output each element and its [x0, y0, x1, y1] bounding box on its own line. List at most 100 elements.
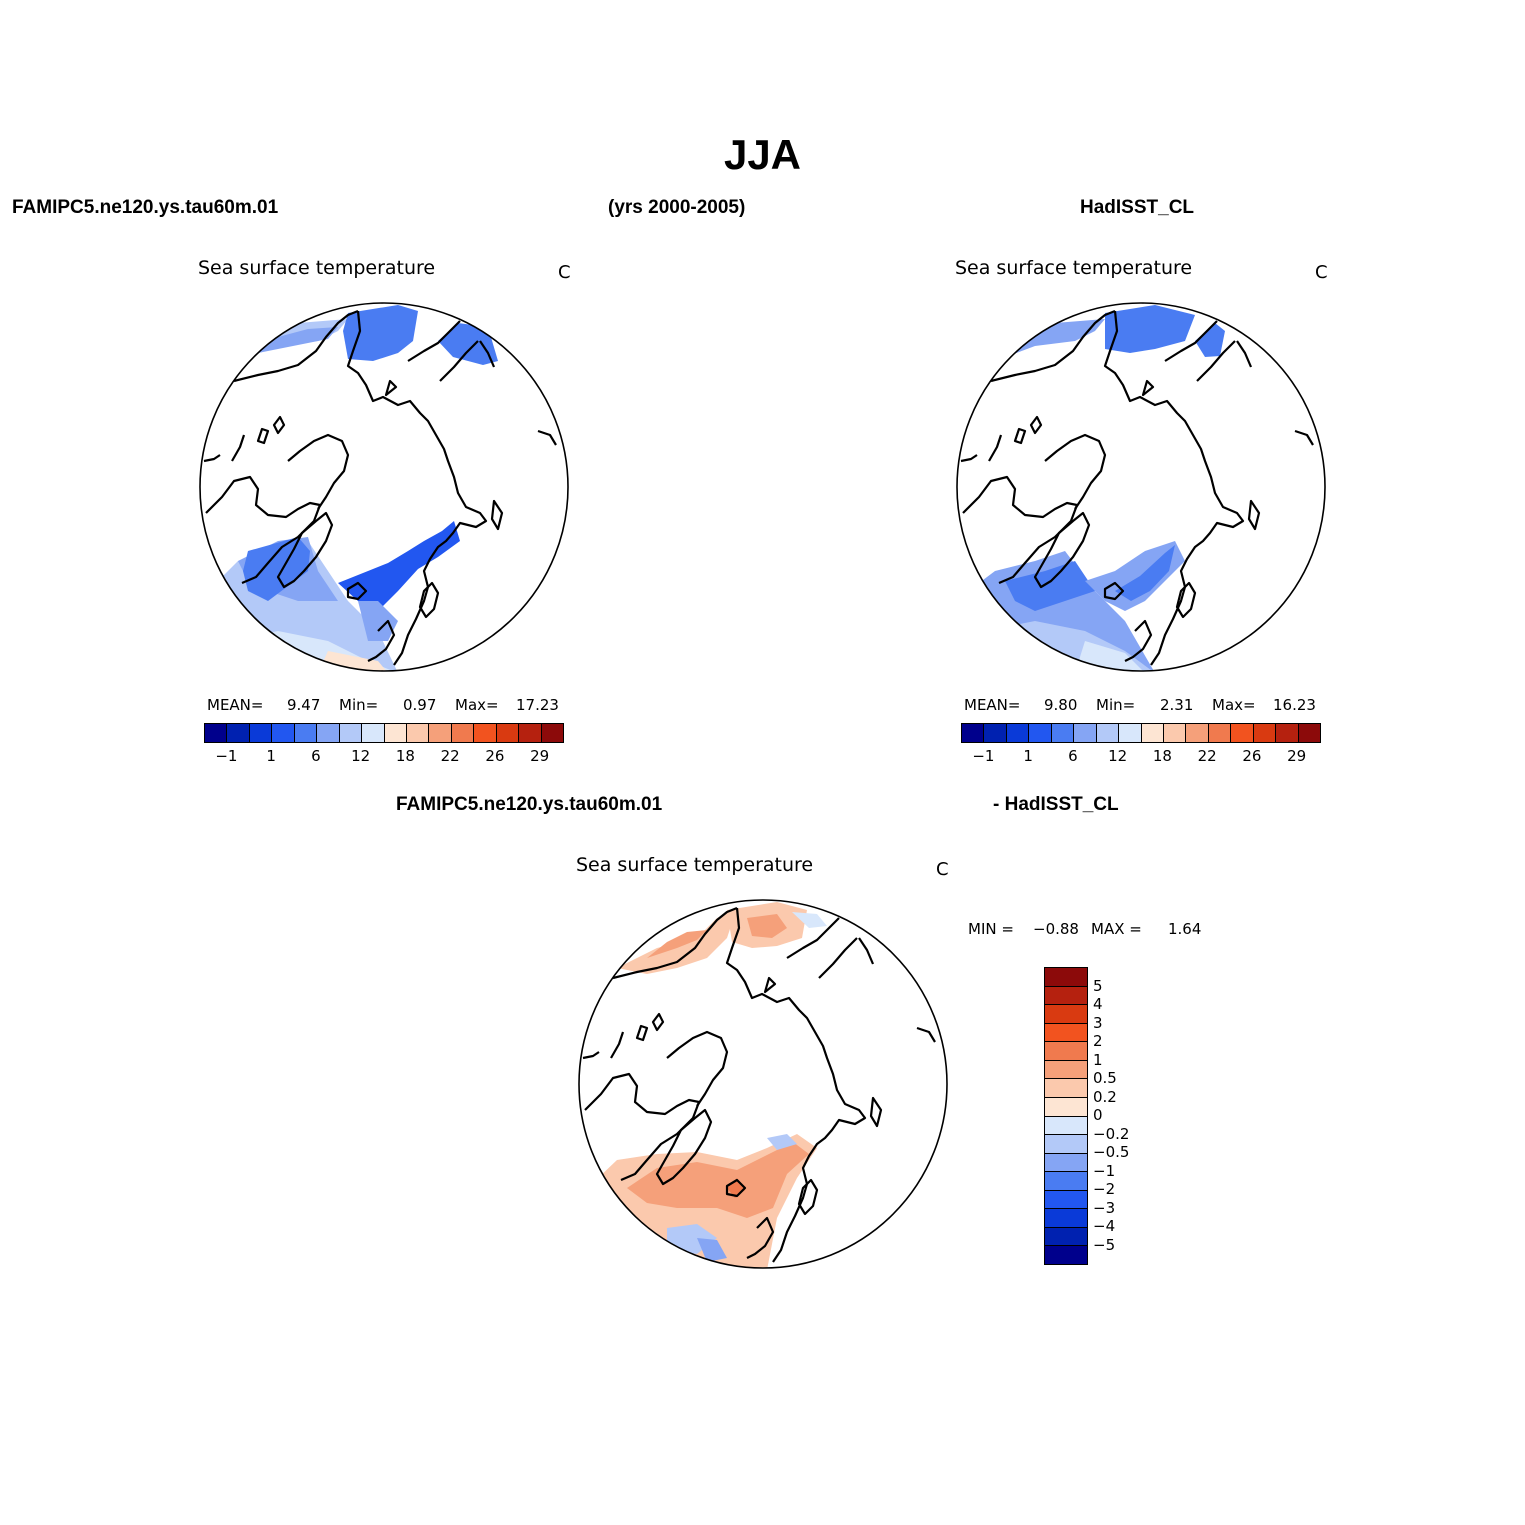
colorbar-tick-label: −0.2: [1093, 1124, 1130, 1143]
colorbar-swatch: [429, 724, 452, 742]
coastlines: [203, 309, 557, 666]
colorbar-tick-label: 1: [1023, 747, 1033, 765]
min-label: MIN =: [968, 920, 1014, 938]
main-title: JJA: [723, 131, 802, 178]
obs-case-header: HadISST_CL: [1080, 197, 1195, 218]
colorbar-swatch: [1119, 724, 1142, 742]
colorbar-tick-label: −1: [972, 747, 995, 765]
sst-field: [200, 305, 498, 671]
colorbar-tick-label: 0: [1093, 1106, 1103, 1124]
colorbar-swatch: [1006, 724, 1030, 742]
colorbar-swatch: [1141, 724, 1164, 742]
max-label: MAX =: [1091, 920, 1142, 938]
colorbar-swatch: [294, 724, 318, 742]
colorbar-swatch: [227, 724, 250, 742]
colorbar-tick-label: −1: [1093, 1161, 1116, 1180]
map-boundary: [578, 899, 948, 1269]
colorbar-tick-label: 0.2: [1093, 1087, 1117, 1106]
colorbar-swatch: [1045, 1172, 1087, 1191]
colorbar-tick-label: 18: [1152, 747, 1172, 765]
colorbar-tick-label: 29: [1287, 747, 1307, 765]
colorbar-tick-label: −5: [1093, 1235, 1116, 1254]
max-label: Max=: [455, 696, 499, 714]
colorbar-swatch: [205, 724, 228, 742]
min-value: −0.88: [1033, 920, 1079, 938]
mean-label: MEAN=: [207, 696, 264, 714]
colorbar-tick-label: −2: [1093, 1180, 1116, 1198]
mean-value: 9.80: [1044, 696, 1078, 714]
colorbar-swatch: [1208, 724, 1232, 742]
colorbar-tick-label: 29: [530, 747, 550, 765]
panel-obs-colorbar-ticks: −1 1 6 12 18 22 26 29: [961, 747, 1321, 765]
colorbar-swatch: [1045, 1135, 1087, 1154]
colorbar-swatch: [1045, 1079, 1087, 1098]
colorbar-tick-label: 0.5: [1093, 1069, 1117, 1087]
colorbar-swatch: [541, 724, 563, 742]
colorbar-tick-label: 1: [266, 747, 276, 765]
sst-field: [579, 902, 827, 1268]
map-boundary: [956, 302, 1326, 672]
colorbar-swatch: [1045, 1005, 1087, 1024]
colorbar-swatch: [1186, 724, 1209, 742]
colorbar-swatch: [1029, 724, 1052, 742]
colorbar-swatch: [496, 724, 520, 742]
colorbar-tick-label: 22: [1197, 747, 1217, 765]
model-case-header: FAMIPC5.ne120.ys.tau60m.01: [12, 197, 279, 218]
colorbar-swatch: [1045, 1023, 1087, 1043]
colorbar-tick-label: 1: [1093, 1050, 1103, 1069]
colorbar-tick-label: 2: [1093, 1032, 1103, 1050]
colorbar-swatch: [1045, 1097, 1087, 1117]
max-value: 16.23: [1273, 696, 1316, 714]
panel-diff-stats: MIN = −0.88 MAX = 1.64: [968, 920, 1218, 938]
colorbar-swatch: [474, 724, 497, 742]
colorbar-swatch: [1096, 724, 1120, 742]
min-value: 2.31: [1160, 696, 1194, 714]
colorbar-swatch: [962, 724, 985, 742]
colorbar-tick-label: 4: [1093, 995, 1103, 1013]
colorbar-swatch: [1045, 1116, 1087, 1136]
panel-model-colorbar: [204, 723, 564, 743]
colorbar-swatch: [1253, 724, 1277, 742]
colorbar-swatch: [1051, 724, 1075, 742]
diff-case-header: FAMIPC5.ne120.ys.tau60m.01: [396, 794, 663, 815]
colorbar-tick-label: 18: [395, 747, 415, 765]
colorbar-swatch: [1045, 1209, 1087, 1228]
colorbar-swatch: [384, 724, 407, 742]
min-label: Min=: [339, 696, 379, 714]
colorbar-tick-label: −3: [1093, 1198, 1116, 1217]
max-value: 17.23: [516, 696, 559, 714]
panel-model-unit: C: [558, 262, 571, 283]
colorbar-swatch: [1074, 724, 1097, 742]
colorbar-tick-label: 26: [1242, 747, 1262, 765]
colorbar-tick-label: −0.5: [1093, 1143, 1130, 1161]
colorbar-tick-label: 3: [1093, 1013, 1103, 1032]
colorbar-tick-label: −1: [215, 747, 238, 765]
panel-obs-title: Sea surface temperature: [955, 257, 1193, 279]
sst-field: [957, 305, 1225, 671]
colorbar-swatch: [1045, 1246, 1087, 1264]
years-header: (yrs 2000-2005): [608, 197, 746, 218]
colorbar-swatch: [272, 724, 295, 742]
panel-obs-polar-map: [956, 302, 1326, 672]
max-label: Max=: [1212, 696, 1256, 714]
panel-diff-title: Sea surface temperature: [576, 854, 814, 876]
panel-diff-polar-map: [578, 899, 948, 1269]
panel-obs-unit: C: [1315, 262, 1328, 283]
panel-obs-colorbar: [961, 723, 1321, 743]
colorbar-tick-label: 6: [1068, 747, 1078, 765]
colorbar-swatch: [317, 724, 340, 742]
colorbar-swatch: [1045, 1190, 1087, 1210]
colorbar-tick-label: −4: [1093, 1217, 1116, 1235]
colorbar-swatch: [1045, 1042, 1087, 1061]
panel-model-colorbar-ticks: −1 1 6 12 18 22 26 29: [204, 747, 564, 765]
panel-model-title: Sea surface temperature: [198, 257, 436, 279]
diff-obs-header: - HadISST_CL: [993, 794, 1119, 815]
min-label: Min=: [1096, 696, 1136, 714]
mean-label: MEAN=: [964, 696, 1021, 714]
colorbar-swatch: [249, 724, 273, 742]
colorbar-swatch: [1045, 968, 1087, 987]
colorbar-tick-label: 6: [311, 747, 321, 765]
colorbar-tick-label: 12: [351, 747, 371, 765]
min-value: 0.97: [403, 696, 437, 714]
colorbar-swatch: [984, 724, 1007, 742]
